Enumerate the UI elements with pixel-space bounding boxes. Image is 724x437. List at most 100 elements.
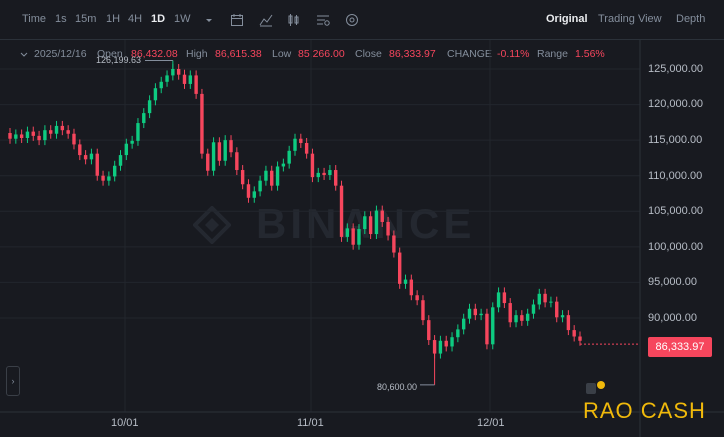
candle-body <box>188 75 193 84</box>
candle-body <box>508 303 512 323</box>
x-tick: 12/01 <box>477 417 505 429</box>
chevron-down-icon[interactable] <box>202 13 216 27</box>
y-tick: 95,000.00 <box>648 276 697 288</box>
gear-icon[interactable] <box>345 13 359 27</box>
candle-body <box>275 166 280 186</box>
candle-body <box>421 300 425 321</box>
candle-body <box>432 340 437 354</box>
candle-body <box>153 88 158 101</box>
candle-body <box>560 315 565 318</box>
candle-body <box>438 340 443 354</box>
candle-body <box>124 143 129 156</box>
interval-15m[interactable]: 15m <box>75 13 97 25</box>
candle-body <box>339 185 344 237</box>
info-close-value: 86,333.97 <box>389 48 436 60</box>
candle-body <box>252 191 256 198</box>
candle-body <box>392 235 396 253</box>
interval-1w[interactable]: 1W <box>174 13 191 25</box>
settings-list-icon[interactable] <box>316 13 330 27</box>
candle-body <box>118 155 123 166</box>
candle-body <box>211 142 216 171</box>
candle-body <box>78 144 82 156</box>
candle-body <box>316 172 320 178</box>
indicator-icon[interactable] <box>259 13 273 27</box>
candle-body <box>194 75 198 94</box>
candle-body <box>496 292 501 308</box>
candle-body <box>479 313 483 316</box>
candle-body <box>281 163 286 167</box>
candle-body <box>328 170 332 176</box>
expand-panel-handle[interactable]: › <box>6 366 20 396</box>
candle-body <box>334 170 338 186</box>
candle-body <box>403 279 408 284</box>
info-high-label: High <box>186 48 208 60</box>
interval-1h[interactable]: 1H <box>106 13 121 25</box>
candle-body <box>258 180 262 192</box>
low-marker-label: 80,600.00 <box>377 382 418 392</box>
chart-type-icon[interactable] <box>287 13 301 27</box>
candle-body <box>450 337 454 347</box>
candle-body <box>235 152 239 171</box>
candle-body <box>223 140 227 161</box>
info-open-label: Open <box>97 48 123 60</box>
calendar-icon[interactable] <box>230 13 244 27</box>
view-depth[interactable]: Depth <box>676 13 706 25</box>
candle-body <box>165 75 169 82</box>
candle-body <box>60 125 65 131</box>
candle-body <box>537 293 541 305</box>
candle-body <box>37 135 41 141</box>
interval-1s[interactable]: 1s <box>55 13 67 25</box>
view-original[interactable]: Original <box>546 13 588 25</box>
candle-body <box>43 130 47 141</box>
candle-body <box>229 140 233 153</box>
candle-body <box>293 138 297 151</box>
candle-body <box>578 336 582 341</box>
candle-body <box>112 165 117 177</box>
candle-body <box>287 150 291 164</box>
candle-body <box>543 293 547 303</box>
candle-body <box>502 292 507 304</box>
interval-1d[interactable]: 1D <box>151 13 166 25</box>
candle-body <box>31 131 35 136</box>
binance-logo-icon <box>193 206 231 244</box>
chevron-down-icon[interactable] <box>20 51 28 59</box>
interval-4h[interactable]: 4H <box>128 13 143 25</box>
candle-body <box>357 229 361 245</box>
candle-body <box>461 318 466 330</box>
candle-body <box>182 74 187 84</box>
y-tick: 110,000.00 <box>648 170 703 182</box>
overlay-watermark-text: RAO CASH <box>583 398 706 423</box>
candle-body <box>200 93 204 154</box>
candle-body <box>8 133 12 139</box>
info-change-label: CHANGE <box>447 48 492 60</box>
candle-body <box>555 301 559 318</box>
interval-time[interactable]: Time <box>22 13 47 25</box>
info-range-label: Range <box>537 48 568 60</box>
candle-body <box>514 315 518 323</box>
x-tick: 11/01 <box>297 417 324 429</box>
info-low-label: Low <box>272 48 292 60</box>
notification-icon[interactable] <box>585 380 607 396</box>
candle-body <box>107 176 111 181</box>
candle-body <box>386 221 390 236</box>
candle-body <box>380 210 384 222</box>
candle-body <box>25 131 30 139</box>
candle-body <box>270 170 274 186</box>
candle-body <box>374 210 379 235</box>
candle-body <box>520 315 524 321</box>
y-tick: 100,000.00 <box>648 241 704 253</box>
candle-body <box>351 228 355 245</box>
y-tick: 115,000.00 <box>648 134 703 146</box>
candle-body <box>467 308 472 319</box>
candle-body <box>491 307 495 345</box>
candle-body <box>19 134 24 139</box>
view-trading-view[interactable]: Trading View <box>598 13 662 25</box>
chart-toolbar: Time 1s 15m 1H 4H 1D 1W Original Trading… <box>0 0 724 40</box>
candlestick-chart[interactable] <box>0 40 724 437</box>
info-low-value: 85,266.00 <box>298 48 345 60</box>
candle-body <box>246 184 251 198</box>
candle-body <box>142 113 146 124</box>
candle-body <box>49 130 53 134</box>
candle-body <box>304 142 309 154</box>
candle-body <box>264 170 268 181</box>
